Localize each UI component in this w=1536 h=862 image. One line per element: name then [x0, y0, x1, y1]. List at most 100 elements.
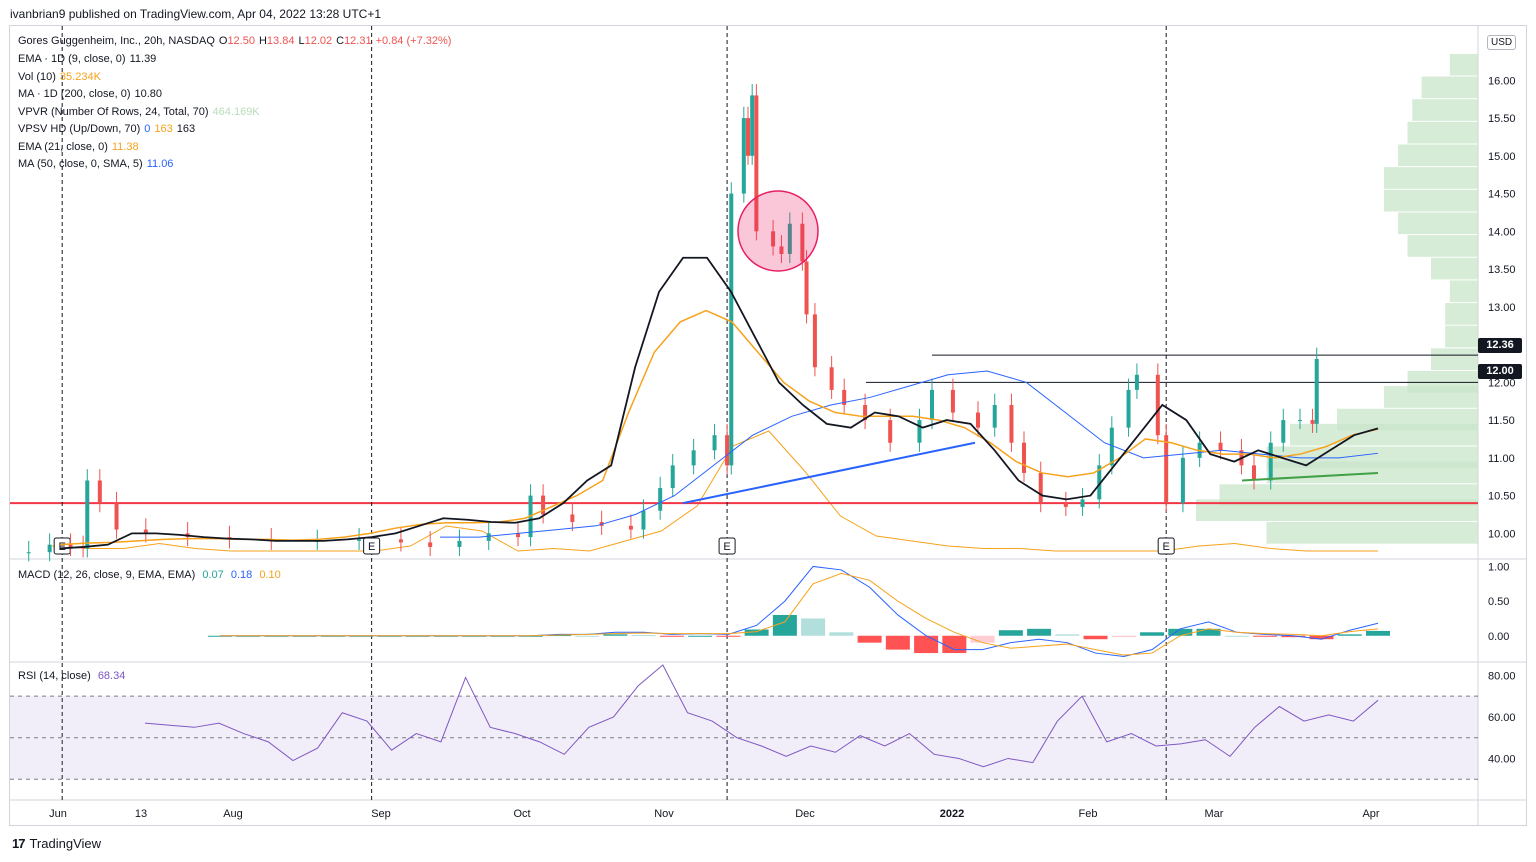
price-axis-tick: 16.00	[1488, 75, 1516, 87]
vpvr-bar	[1337, 408, 1478, 431]
candle-body	[746, 118, 750, 156]
candle-body	[68, 544, 73, 547]
macd-histogram-bar	[1027, 628, 1052, 636]
candle-body	[804, 261, 809, 315]
macd-histogram-bar	[1366, 630, 1390, 636]
tradingview-logo[interactable]: 17 TradingView	[12, 836, 101, 851]
candle-body	[1022, 442, 1026, 473]
candle-body	[357, 539, 362, 541]
candle-body	[97, 480, 102, 504]
price-axis-tick: 13.00	[1488, 302, 1516, 314]
macd-histogram-bar	[970, 635, 995, 643]
macd-signal-line	[220, 572, 1379, 656]
candle-body	[641, 510, 646, 530]
price-axis-tick: 11.00	[1488, 453, 1515, 465]
earnings-marker-label: E	[723, 541, 730, 553]
vpvr-bar	[1219, 484, 1478, 506]
time-axis-tick: Feb	[1079, 808, 1098, 820]
macd-histogram-bar	[829, 632, 854, 636]
candle-body	[398, 539, 403, 543]
legend-row-label: EMA (21, close, 0)	[18, 140, 108, 153]
legend-row-value: 163	[154, 123, 173, 135]
time-axis-tick: 2022	[940, 808, 964, 820]
ema21-line	[59, 309, 1379, 546]
vpvr-bar	[1407, 371, 1478, 393]
time-axis-tick: 13	[135, 808, 147, 820]
candle-body	[1314, 358, 1319, 424]
earnings-marker	[1157, 537, 1175, 555]
vpvr-bar	[1431, 257, 1478, 280]
candle-body	[26, 552, 31, 554]
legend-rsi: RSI (14, close) 68.34	[18, 670, 129, 682]
candle-body	[829, 367, 834, 390]
legend-row: EMA (21, close, 0) 11.38	[18, 141, 143, 153]
candle-body	[741, 118, 746, 194]
candle-body	[143, 529, 148, 534]
price-axis-tick: 10.00	[1488, 528, 1516, 540]
earnings-marker-label: E	[59, 541, 66, 553]
candle-body	[1063, 503, 1068, 507]
macd-histogram-bar	[942, 635, 967, 654]
vpvr-bar	[1421, 76, 1478, 99]
legend-change: +0.84 (+7.32%)	[375, 35, 452, 47]
legend-row-value: 0	[144, 123, 151, 135]
legend-row: VPSV HD (Up/Down, 70) 0 163 163	[18, 123, 199, 135]
macd-line	[220, 565, 1379, 658]
rsi-line	[144, 664, 1379, 768]
candle-body	[486, 533, 491, 541]
vpvr-bar	[1398, 212, 1478, 235]
time-axis-tick: Apr	[1362, 808, 1379, 820]
vpvr-bar	[1431, 348, 1478, 371]
legend-close: 12.31	[344, 35, 372, 47]
earnings-marker-label: E	[1163, 541, 1170, 553]
candle-body	[976, 412, 980, 428]
macd-histogram-bar	[801, 618, 826, 636]
candle-body	[787, 223, 792, 254]
macd-histogram-bar	[631, 635, 656, 637]
candle-body	[812, 314, 817, 368]
earnings-marker	[718, 537, 736, 555]
time-axis-tick: Mar	[1205, 808, 1224, 820]
candle-body	[658, 488, 663, 511]
vpvr-bar	[1407, 235, 1478, 257]
candle-body	[1009, 404, 1014, 443]
macd-histogram-bar	[857, 635, 882, 643]
macd-histogram-bar	[688, 635, 713, 637]
candle-body	[1109, 427, 1114, 466]
candle-body	[779, 246, 784, 254]
price-axis-tick: 13.50	[1488, 264, 1516, 276]
time-axis-tick: Dec	[795, 808, 815, 820]
candle-body	[842, 389, 847, 405]
candle-body	[85, 480, 90, 549]
price-tag-resistance-low: 12.00	[1478, 364, 1522, 379]
macd-histogram-bar	[1224, 635, 1249, 637]
publish-line: ivanbrian9 published on TradingView.com,…	[10, 7, 382, 21]
rsi-axis-tick: 40.00	[1488, 753, 1516, 765]
candle-body	[917, 420, 922, 443]
earnings-marker-label: E	[368, 541, 375, 553]
macd-histogram-bar	[659, 635, 684, 637]
currency-badge[interactable]: USD	[1487, 35, 1517, 50]
legend-row-label: VPVR (Number Of Rows, 24, Total, 70)	[18, 105, 209, 118]
candle-body	[750, 95, 755, 156]
legend-row: MA (50, close, 0, SMA, 5) 11.06	[18, 158, 177, 170]
legend-row-value: 11.38	[111, 140, 139, 153]
candle-body	[691, 450, 696, 466]
vpvr-bar	[1384, 167, 1478, 189]
legend-low-label: L	[298, 35, 305, 47]
candle-body	[800, 223, 805, 262]
legend-row-value: 464.169K	[212, 105, 260, 118]
candle-body	[1164, 435, 1169, 504]
candle-body	[1155, 374, 1160, 436]
candle-body	[888, 420, 893, 443]
legend-row-value: 11.06	[146, 158, 174, 170]
price-tag-resistance-high: 12.36	[1478, 338, 1522, 353]
price-axis-tick: 15.00	[1488, 151, 1516, 163]
candle-body	[725, 435, 730, 466]
legend-row-value: 35.234K	[59, 70, 101, 83]
legend-row-value: 11.39	[129, 53, 157, 65]
macd-histogram-bar	[1253, 635, 1278, 637]
vpvr-bar	[1449, 53, 1478, 76]
macd-label: MACD (12, 26, close, 9, EMA, EMA)	[18, 569, 196, 581]
